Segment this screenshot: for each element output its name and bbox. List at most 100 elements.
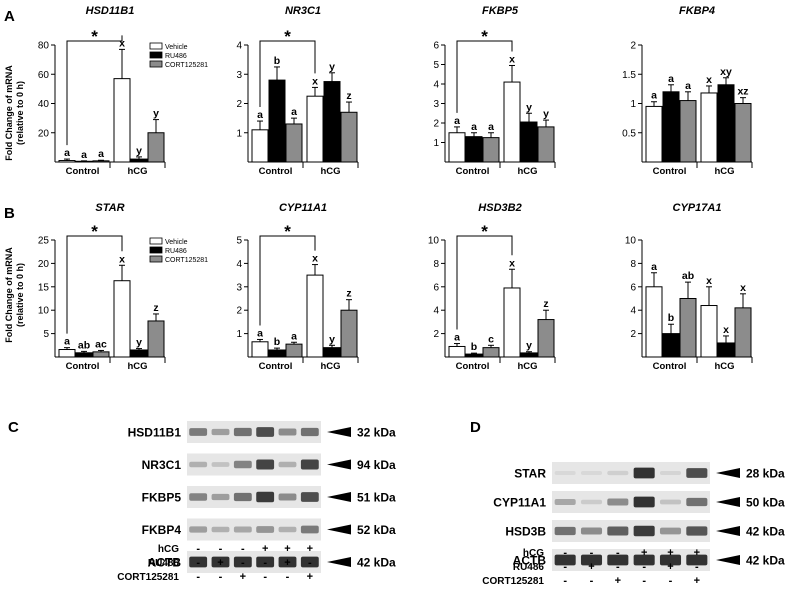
bar [92,160,110,163]
molecular-weight-label: 51 kDa [357,491,396,505]
y-axis-label-b-line2: (relative to 0 h) [15,263,25,327]
blot-panel-d: STAR 28 kDa CYP11A1 50 kDa HSD3B 42 kDa ACTB 42… [482,462,785,587]
comparison-asterisk: * [91,27,98,46]
bar [662,91,680,163]
x-tick-label: hCG [714,361,734,372]
y-tick-label: 1 [433,138,439,149]
bar [251,129,269,163]
treatment-sign: + [217,557,223,569]
bar [482,347,500,358]
treatment-sign: - [196,571,200,583]
protein-label: NR3C1 [142,458,182,472]
significance-letter: b [274,55,280,67]
blot-band [633,554,655,566]
treatment-sign: - [241,543,245,555]
bar [717,342,735,358]
blot-band [580,499,603,505]
chart-title: STAR [95,202,124,214]
x-tick-label: Control [259,361,293,372]
comparison-bracket [66,235,123,334]
y-tick-label: 2 [630,41,636,52]
bar [503,287,521,358]
x-tick-label: hCG [127,166,147,177]
significance-letter: xz [737,86,748,98]
blot-band [211,428,230,436]
treatment-sign: + [284,557,290,569]
chart-nr3c1: NR3C1 1 2 3 4 Control hCG a b a xy z * [236,5,359,177]
marker-arrow [716,555,740,565]
y-tick-label: 8 [630,259,636,270]
marker-arrow [327,492,351,502]
y-tick-label: 10 [38,306,50,317]
molecular-weight-label: 52 kDa [357,523,396,537]
molecular-weight-label: 94 kDa [357,458,396,472]
blot-band [554,499,576,505]
y-tick-label: 2 [433,329,439,340]
blot-band [256,459,275,470]
significance-letter: y [136,145,142,157]
bar [537,126,555,163]
treatment-sign: - [563,547,567,559]
bar [75,160,93,163]
legend-swatch [149,237,163,245]
y-tick-label: 1.5 [622,70,636,81]
bar [92,351,110,358]
y-tick-label: 3 [236,70,242,81]
treatment-sign: - [563,561,567,573]
y-tick-label: 4 [236,259,242,270]
significance-letter: ab [682,270,694,282]
blot-band [633,467,655,479]
y-tick-label: 6 [630,282,636,293]
legend-label: CORT125281 [165,62,208,69]
chart-title: FKBP5 [482,5,519,17]
treatment-sign: - [669,575,673,587]
significance-letter: x [706,275,712,287]
blot-band [633,525,655,537]
blot-strip [552,491,710,513]
legend-label: Vehicle [165,239,188,246]
protein-label: ACTB [513,554,547,568]
bar [130,158,148,163]
bar [285,123,303,163]
comparison-bracket [456,40,513,113]
blot-panel-c: HSD11B1 32 kDa NR3C1 94 kDa FKBP5 51 kDa FKBP4… [117,421,396,583]
bar [147,132,165,163]
y-tick-label: 6 [433,41,439,52]
marker-arrow [716,497,740,507]
blot-band [607,498,629,506]
blot-band [300,525,319,534]
blot-band [256,427,275,437]
bar [75,352,93,358]
panel-letter-c: C [8,419,19,436]
y-axis-label-a-line2: (relative to 0 h) [15,81,25,145]
bar [645,105,663,163]
treatment-sign: - [695,561,699,573]
legend-swatch [149,51,163,59]
chart-title: CYP11A1 [279,202,327,214]
y-axis-label-b-line1: Fold Change of mRNA [4,247,14,343]
comparison-asterisk: * [481,27,488,46]
bar [679,100,697,163]
significance-letter: x [723,324,729,336]
treatment-sign: + [667,561,673,573]
chart-hsd3b2: HSD3B2 2 4 6 8 10 Control hCG abc x y z * [428,202,556,372]
blot-band [256,526,275,533]
significance-letter: xy [720,66,732,78]
bar [58,160,76,163]
protein-label: FKBP4 [142,523,182,537]
bar [268,79,286,163]
significance-letter: ac [95,338,107,350]
treatment-sign: - [241,557,245,569]
significance-letter: a [471,121,477,133]
y-tick-label: 5 [236,236,242,247]
blot-band [278,493,297,501]
significance-letter: a [651,261,657,273]
blot-band [211,526,230,533]
treatment-label: RU486 [148,558,180,569]
bar [662,333,680,358]
treatment-sign: - [263,557,267,569]
significance-letter: z [346,90,351,102]
blot-band [278,526,297,533]
treatment-sign: + [641,547,647,559]
